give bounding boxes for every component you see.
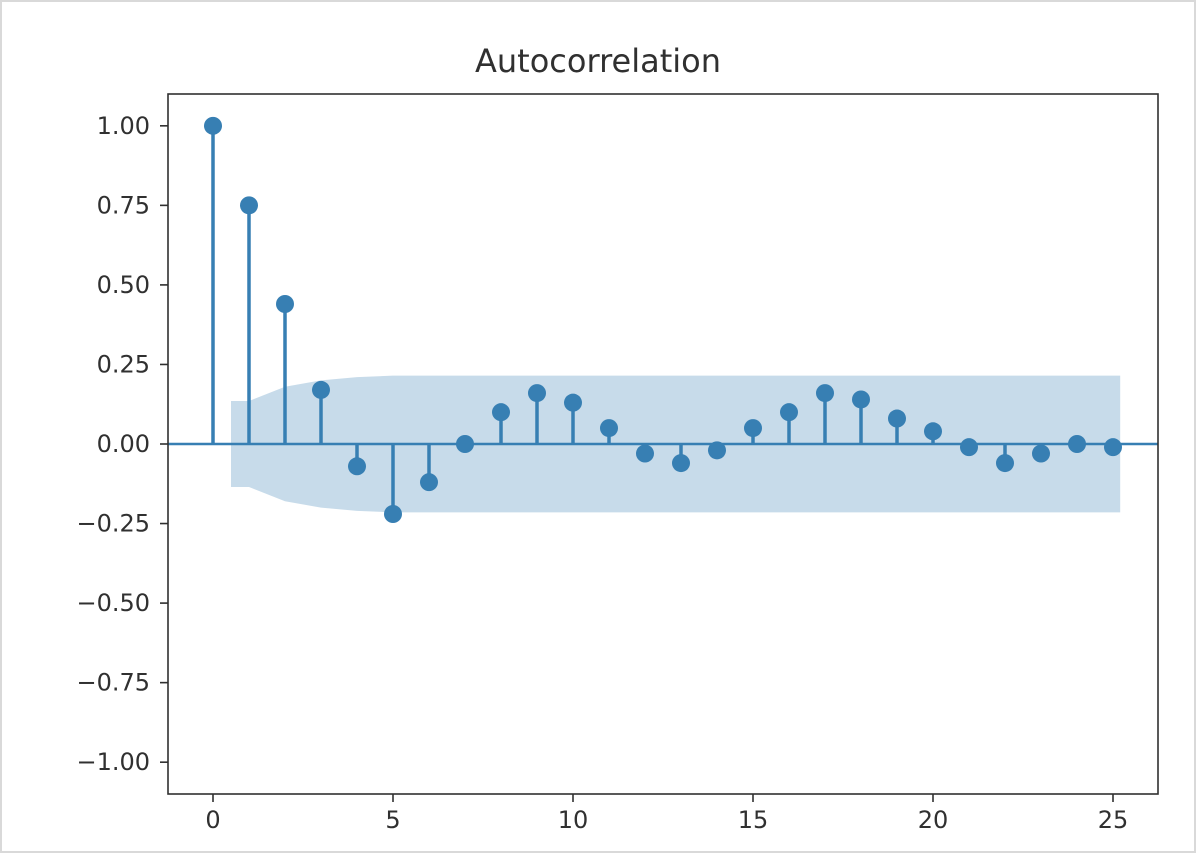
stem-marker [564, 394, 582, 412]
stem-marker [384, 505, 402, 523]
stem-marker [420, 473, 438, 491]
stem-marker [240, 196, 258, 214]
stem-marker [204, 117, 222, 135]
stem-marker [600, 419, 618, 437]
stem-marker [1104, 438, 1122, 456]
stem-marker [1032, 445, 1050, 463]
stem-marker [276, 295, 294, 313]
stem-marker [816, 384, 834, 402]
stem-marker [924, 422, 942, 440]
stem-marker [312, 381, 330, 399]
stem-marker [492, 403, 510, 421]
y-tick-label: −0.25 [76, 510, 150, 538]
stem-marker [528, 384, 546, 402]
y-tick-label: −1.00 [76, 748, 150, 776]
stem-marker [852, 390, 870, 408]
stem-marker [708, 441, 726, 459]
y-tick-label: 1.00 [97, 112, 150, 140]
y-tick-label: 0.25 [97, 350, 150, 378]
stem-marker [456, 435, 474, 453]
x-tick-label: 0 [205, 806, 220, 834]
y-tick-label: 0.75 [97, 191, 150, 219]
stem-marker [780, 403, 798, 421]
x-tick-label: 20 [918, 806, 949, 834]
y-tick-label: −0.50 [76, 589, 150, 617]
stem-marker [636, 445, 654, 463]
y-tick-label: 0.00 [97, 430, 150, 458]
x-tick-label: 10 [558, 806, 589, 834]
autocorrelation-plot: 0 5 10 15 20 25 −1.00 −0.75 −0.50 −0.25 0.00 0.25 0.… [2, 2, 1198, 855]
stem-marker [960, 438, 978, 456]
stem-marker [672, 454, 690, 472]
stem-marker [1068, 435, 1086, 453]
stem-marker [996, 454, 1014, 472]
y-tick-label: 0.50 [97, 271, 150, 299]
stem-marker [888, 410, 906, 428]
x-tick-label: 5 [385, 806, 400, 834]
x-tick-label: 25 [1098, 806, 1129, 834]
stem-marker [348, 457, 366, 475]
stem-marker [744, 419, 762, 437]
figure-frame: Autocorrelation 0510152025−1.00−0.75−0.5… [0, 0, 1196, 853]
y-tick-label: −0.75 [76, 669, 150, 697]
x-tick-label: 15 [738, 806, 769, 834]
